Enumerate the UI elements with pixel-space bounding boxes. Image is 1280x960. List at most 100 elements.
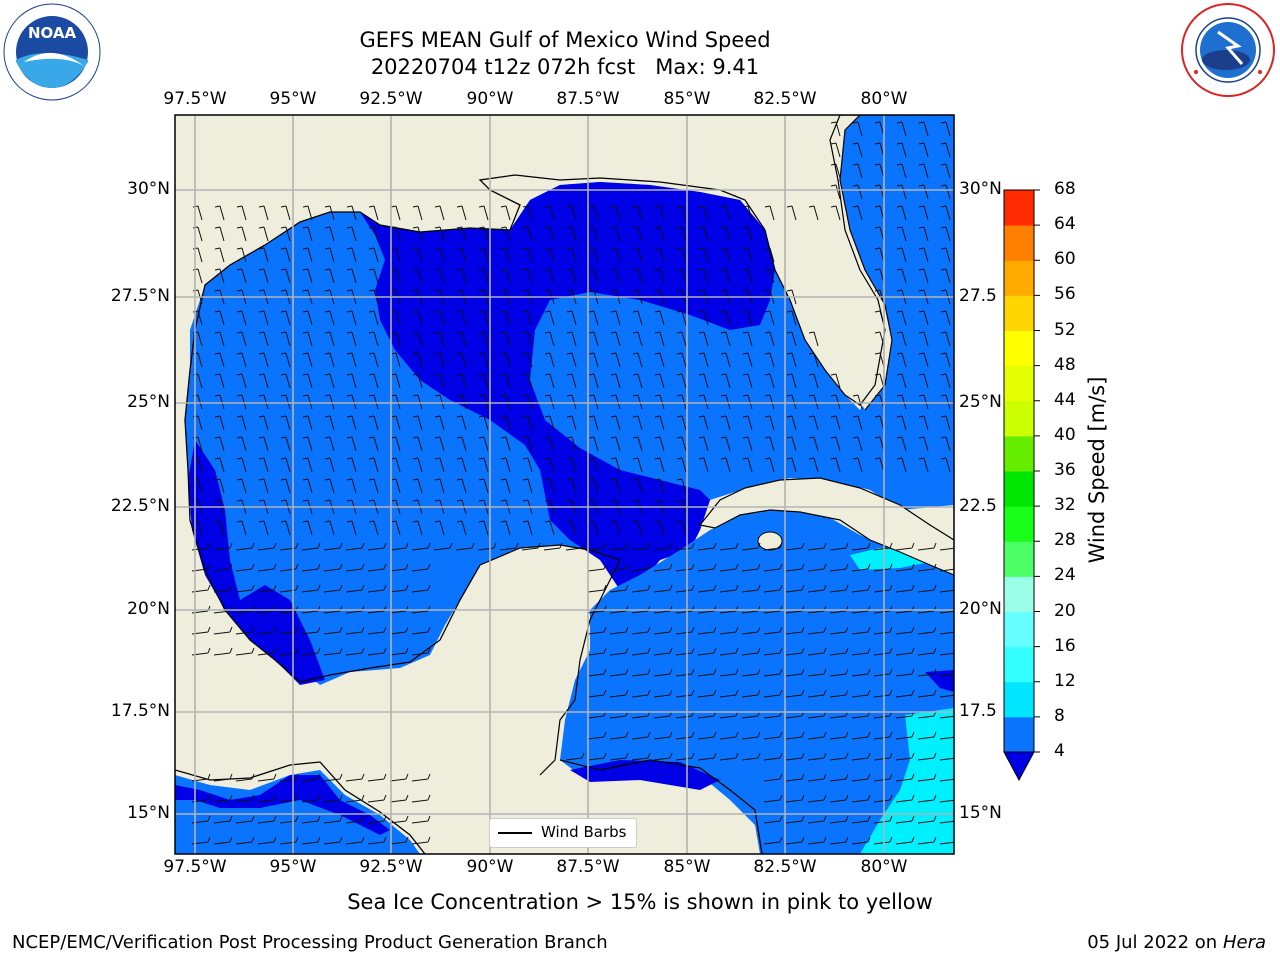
wind-barb <box>720 331 731 347</box>
wind-barb <box>346 394 357 410</box>
wind-barb <box>654 247 665 263</box>
wind-barb <box>368 352 379 368</box>
wind-barb <box>632 373 643 389</box>
wind-barb <box>852 394 863 410</box>
wind-barb <box>345 584 365 593</box>
wind-barb <box>412 478 423 494</box>
wind-barb <box>676 352 687 368</box>
wind-barb <box>566 310 577 326</box>
wind-barb <box>368 226 379 242</box>
wind-barb <box>918 121 929 137</box>
wind-barb <box>346 310 357 326</box>
wind-barb <box>896 163 907 179</box>
wind-barb <box>324 268 335 284</box>
colorbar-bin <box>1004 576 1034 612</box>
wind-barb <box>566 226 577 242</box>
wind-barb <box>235 647 255 656</box>
wind-barb <box>280 478 291 494</box>
wind-barb <box>324 352 335 368</box>
wind-barb <box>302 226 313 242</box>
wind-barb <box>917 773 937 782</box>
wind-barb <box>280 247 291 263</box>
wind-barb <box>258 352 269 368</box>
wind-barb <box>258 331 269 347</box>
wind-barb <box>324 310 335 326</box>
wind-barb <box>742 373 753 389</box>
wind-barb <box>544 205 555 221</box>
wind-barb <box>566 268 577 284</box>
wind-barb <box>301 584 321 593</box>
wind-barb <box>544 415 555 431</box>
wind-barb <box>214 457 225 473</box>
wind-barb <box>500 268 511 284</box>
wind-barb <box>323 584 343 593</box>
wind-barb <box>807 647 827 656</box>
wind-barb <box>609 647 629 656</box>
wind-barb <box>653 689 673 698</box>
wind-barb <box>940 142 951 158</box>
wind-barb <box>280 415 291 431</box>
wind-barb <box>918 373 929 389</box>
wind-barb <box>324 394 335 410</box>
wind-barb <box>807 752 827 761</box>
wind-barb <box>280 457 291 473</box>
wind-barb <box>236 373 247 389</box>
wind-barb <box>918 247 929 263</box>
wind-barb <box>742 436 753 452</box>
wind-barb <box>258 226 269 242</box>
wind-barb <box>763 836 783 845</box>
colorbar-tick-label: 24 <box>1054 565 1076 586</box>
footer-credit: NCEP/EMC/Verification Post Processing Pr… <box>12 932 608 953</box>
wind-barb <box>588 331 599 347</box>
wind-barb <box>456 478 467 494</box>
wind-barb <box>742 310 753 326</box>
florida-coast <box>764 115 893 411</box>
wind-barb <box>873 836 893 845</box>
wind-barb <box>368 205 379 221</box>
gulf-coastline <box>184 174 766 471</box>
wind-barb <box>895 794 915 803</box>
wind-barb <box>389 626 409 635</box>
wind-barb <box>785 794 805 803</box>
wind-barb <box>764 205 775 221</box>
lat-tick-label-right: 22.5 <box>959 496 997 516</box>
wind-barb <box>918 226 929 242</box>
wind-barb <box>675 542 695 551</box>
wind-barb <box>214 415 225 431</box>
wind-barb <box>697 542 717 551</box>
wind-barb <box>896 373 907 389</box>
wind-barb <box>895 815 915 824</box>
wind-barb <box>258 268 269 284</box>
wind-barb <box>324 520 335 536</box>
wind-barb <box>940 331 951 347</box>
wind-barb <box>214 247 225 263</box>
colorbar <box>1003 189 1040 782</box>
wind-barb <box>368 478 379 494</box>
wind-barb <box>345 794 365 803</box>
wind-barb <box>698 247 709 263</box>
wind-barb <box>522 457 533 473</box>
noaa-logo-text: NOAA <box>28 24 77 42</box>
wind-barb <box>346 436 357 452</box>
wind-barb <box>763 731 783 740</box>
colorbar-tick-label: 40 <box>1054 424 1076 445</box>
colorbar-bin <box>1004 506 1034 542</box>
wind-barb <box>763 815 783 824</box>
wind-barb <box>456 352 467 368</box>
wind-barb <box>258 436 269 452</box>
wind-barb <box>698 415 709 431</box>
wind-barb <box>808 394 819 410</box>
wind-barb <box>917 542 937 551</box>
wind-barb <box>588 226 599 242</box>
wind-barb <box>895 668 915 677</box>
wind-barb <box>764 268 775 284</box>
wind-barb <box>654 268 665 284</box>
wind-barb <box>522 478 533 494</box>
wind-barb <box>280 373 291 389</box>
wind-barb <box>500 478 511 494</box>
wind-barb <box>500 226 511 242</box>
wind-barb <box>742 226 753 242</box>
wind-barb <box>544 520 555 536</box>
cuba-land <box>698 477 954 576</box>
wind-barb <box>324 247 335 263</box>
